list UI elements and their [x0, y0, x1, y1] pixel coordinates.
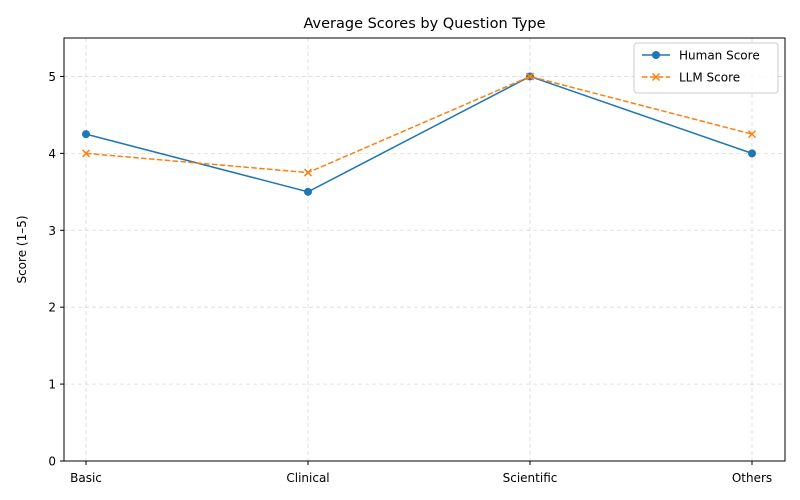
- series-layer: [81, 72, 757, 196]
- y-tick-label: 0: [48, 455, 56, 469]
- y-axis-label: Score (1–5): [15, 215, 29, 283]
- llm-score-point: [303, 168, 313, 177]
- x-tick-label: Others: [732, 471, 772, 485]
- x-tick-label: Clinical: [286, 471, 329, 485]
- human-score-point: [304, 187, 312, 196]
- y-tick-label: 3: [48, 224, 56, 238]
- axis-ticks: Basic Clinical Scientific Others 0 1 2 3 4 5: [48, 70, 772, 485]
- llm-score-point: [81, 149, 91, 158]
- y-tick-label: 4: [48, 147, 56, 161]
- legend-label: Human Score: [679, 49, 760, 63]
- legend-swatch-marker: [651, 72, 661, 82]
- llm-score-point: [525, 72, 535, 81]
- grid: [64, 38, 785, 462]
- x-tick-label: Basic: [70, 471, 102, 485]
- llm-score-point: [747, 130, 757, 139]
- human-score-point: [82, 130, 90, 139]
- y-tick-label: 2: [48, 301, 56, 315]
- legend-label: LLM Score: [679, 71, 740, 85]
- x-tick-label: Scientific: [503, 471, 558, 485]
- chart-title: Average Scores by Question Type: [303, 16, 545, 32]
- plot-frame: [63, 37, 786, 462]
- llm-score-series: [81, 72, 757, 177]
- y-tick-label: 5: [48, 70, 56, 84]
- llm-score-line: [85, 75, 753, 174]
- y-tick-label: 1: [48, 378, 56, 392]
- legend-swatch-marker: [652, 51, 660, 59]
- legend: Human Score LLM Score: [633, 42, 779, 94]
- human-score-point: [748, 149, 756, 158]
- human-score-line: [85, 75, 753, 193]
